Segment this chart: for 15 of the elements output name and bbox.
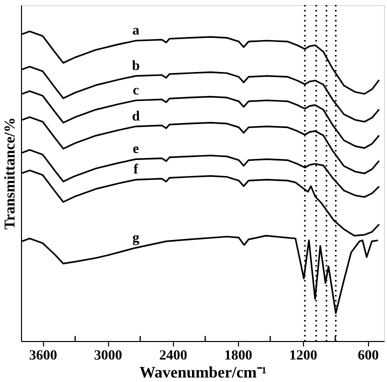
series-label: d bbox=[132, 109, 140, 124]
series-label: a bbox=[132, 24, 140, 39]
x-tick-label: 1200 bbox=[289, 348, 318, 364]
series-label: b bbox=[132, 58, 140, 74]
series-label: f bbox=[134, 162, 139, 178]
series-label: g bbox=[132, 230, 140, 246]
x-tick-label: 2400 bbox=[159, 348, 188, 364]
x-axis-title: Wavenumber/cm⁻¹ bbox=[139, 364, 267, 382]
x-tick-label: 1800 bbox=[224, 348, 252, 364]
series-label: e bbox=[132, 142, 139, 158]
x-tick-label: 3000 bbox=[94, 348, 122, 364]
x-tick-label: 600 bbox=[358, 348, 379, 364]
x-tick-label: 3600 bbox=[29, 348, 58, 364]
series-label: c bbox=[132, 83, 139, 98]
y-axis-title: Transmittance/% bbox=[2, 117, 18, 230]
